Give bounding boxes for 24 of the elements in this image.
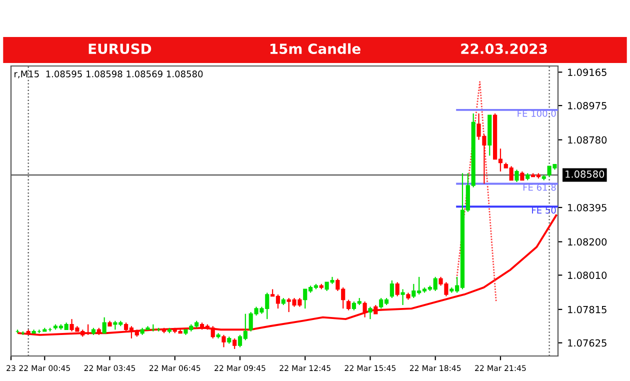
y-tick-label: 1.08395 xyxy=(568,204,606,212)
y-tick-label: 1.07625 xyxy=(568,339,606,347)
candlestick xyxy=(368,306,372,320)
y-tick-label: 1.07815 xyxy=(568,306,606,314)
candlestick xyxy=(390,280,394,299)
chart-subtitle: 15m Candle xyxy=(270,43,360,54)
y-tick-label: 1.08975 xyxy=(568,102,606,110)
line-series xyxy=(18,214,558,336)
candlestick xyxy=(222,334,226,348)
y-tick-label: 1.08010 xyxy=(568,272,607,279)
candlestick xyxy=(346,299,351,311)
candlestick xyxy=(232,338,237,350)
candlestick xyxy=(362,300,367,318)
candlestick xyxy=(395,282,400,297)
y-tick-label: 1.09165 xyxy=(568,68,606,76)
chart-title: EURUSD xyxy=(88,44,152,54)
y-tick-label: 1.08200 xyxy=(568,238,607,246)
candlestick xyxy=(514,169,519,183)
text: 22.03.2023 xyxy=(461,44,547,54)
y-tick-label: 1.08780 xyxy=(568,136,607,144)
annotation: r,M15 1.08595 1.08598 1.08569 1.08580 xyxy=(14,70,203,78)
ref-line-label: 1.08580 xyxy=(566,170,604,178)
candlestick xyxy=(400,288,405,306)
candlestick xyxy=(102,316,106,334)
